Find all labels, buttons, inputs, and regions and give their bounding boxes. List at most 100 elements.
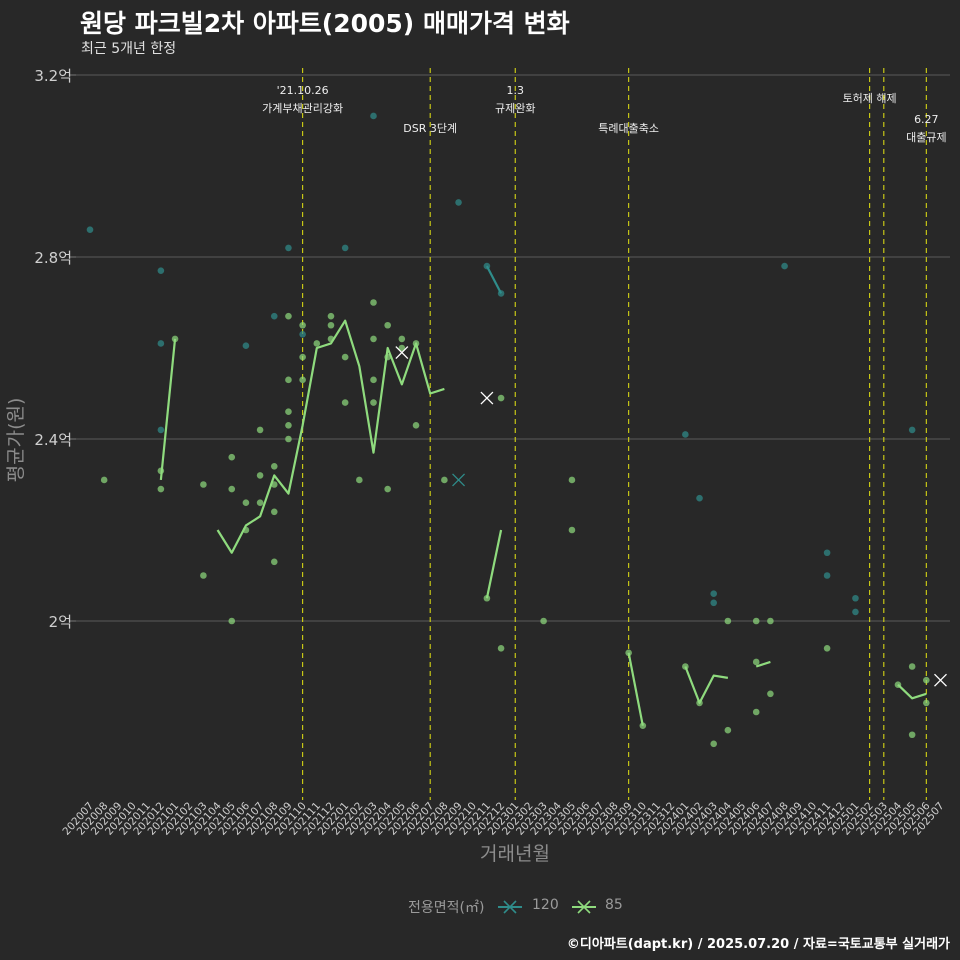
- data-point-120: [455, 199, 462, 206]
- data-point-85: [908, 663, 916, 670]
- x-marker: [395, 346, 409, 360]
- series-line-85: [684, 666, 729, 705]
- x-marker: [452, 473, 466, 487]
- event-label: DSR 3단계: [403, 122, 457, 135]
- data-point-85: [767, 690, 774, 698]
- x-markers: [395, 346, 947, 687]
- x-marker: [934, 673, 947, 687]
- series-line-85: [485, 529, 503, 599]
- data-point-85: [299, 321, 306, 329]
- data-point-120: [710, 599, 717, 607]
- data-point-85: [242, 499, 250, 507]
- data-point-85: [299, 376, 306, 384]
- data-point-120: [157, 340, 165, 347]
- data-point-120: [157, 267, 165, 274]
- data-point-85: [200, 572, 207, 579]
- data-point-120: [781, 262, 788, 270]
- data-point-85: [285, 408, 292, 416]
- data-point-120: [823, 572, 831, 579]
- data-point-85: [100, 476, 108, 484]
- data-point-85: [356, 476, 363, 484]
- data-point-85: [568, 476, 576, 484]
- data-point-85: [285, 422, 292, 429]
- data-point-85: [200, 481, 207, 488]
- data-point-85: [270, 508, 278, 516]
- data-point-120: [852, 608, 859, 616]
- data-point-85: [923, 699, 930, 707]
- data-point-85: [767, 617, 774, 625]
- data-points: [86, 112, 930, 748]
- data-point-85: [370, 376, 377, 384]
- x-marker: [480, 391, 494, 405]
- data-point-120: [852, 594, 859, 602]
- data-point-85: [724, 726, 732, 734]
- event-label: 특례대출축소: [598, 122, 659, 135]
- data-point-85: [256, 499, 264, 507]
- data-point-85: [398, 335, 406, 343]
- data-point-85: [299, 353, 306, 361]
- data-point-85: [341, 353, 349, 361]
- y-tick-label: 2.4억: [34, 431, 72, 449]
- data-point-85: [752, 658, 760, 666]
- legend-label-85: 85: [605, 897, 623, 913]
- series-line-85: [216, 319, 445, 554]
- data-point-85: [341, 399, 349, 406]
- data-point-85: [327, 312, 335, 320]
- data-point-120: [157, 426, 165, 434]
- data-point-120: [682, 431, 689, 438]
- data-point-85: [823, 645, 831, 652]
- data-point-85: [724, 617, 732, 625]
- data-point-85: [568, 526, 576, 534]
- data-point-85: [285, 312, 292, 320]
- data-point-85: [270, 558, 278, 566]
- data-point-85: [752, 708, 760, 716]
- data-point-85: [228, 485, 236, 493]
- data-point-120: [370, 112, 377, 120]
- data-point-85: [228, 453, 236, 461]
- data-point-120: [285, 244, 292, 252]
- data-point-85: [384, 321, 391, 329]
- data-point-85: [497, 394, 505, 402]
- series-line-85: [897, 683, 927, 700]
- data-point-85: [370, 399, 377, 406]
- data-point-85: [256, 472, 264, 479]
- data-point-85: [497, 645, 505, 652]
- source-caption: ©디아파트(dapt.kr) / 2025.07.20 / 자료=국토교통부 실…: [566, 937, 950, 952]
- data-point-85: [157, 485, 165, 493]
- y-tick-label: 2.8억: [34, 249, 72, 267]
- event-label: '21.10.26: [277, 84, 329, 97]
- event-label: 규제완화: [495, 102, 535, 115]
- data-point-120: [823, 549, 831, 557]
- data-point-85: [370, 335, 377, 343]
- event-label: 대출규제: [906, 131, 946, 144]
- series-line-85: [159, 338, 177, 481]
- data-point-85: [412, 422, 420, 429]
- chart-title: 원당 파크빌2차 아파트(2005) 매매가격 변화: [80, 9, 570, 38]
- data-point-85: [710, 740, 717, 748]
- legend: 전용면적(㎡) 120 85: [0, 897, 960, 917]
- legend-key-120: [498, 900, 522, 914]
- series-lines: [159, 265, 927, 726]
- data-point-120: [270, 312, 278, 320]
- data-point-85: [908, 731, 916, 739]
- chart-subtitle: 최근 5개년 한정: [81, 41, 177, 57]
- data-point-120: [86, 226, 94, 233]
- y-tick-label: 3.2억: [34, 67, 72, 85]
- series-line-85: [755, 660, 771, 668]
- event-label: 토허제 해제: [843, 91, 897, 105]
- event-label: 6.27: [914, 113, 939, 126]
- data-point-85: [370, 299, 377, 306]
- series-line-120: [485, 265, 503, 294]
- x-tick-labels: 2020072020082020092020102020112020122021…: [60, 800, 946, 838]
- data-point-85: [923, 676, 930, 684]
- event-label: 가계부채관리강화: [262, 102, 343, 115]
- legend-label-120: 120: [532, 897, 559, 913]
- y-tick-labels: 2억 2.4억 2.8억 3.2억: [34, 67, 72, 631]
- data-point-85: [256, 426, 264, 434]
- data-point-120: [341, 244, 349, 252]
- data-point-120: [696, 494, 703, 502]
- legend-title: 전용면적(㎡): [408, 900, 485, 916]
- y-tick-label: 2억: [49, 613, 72, 631]
